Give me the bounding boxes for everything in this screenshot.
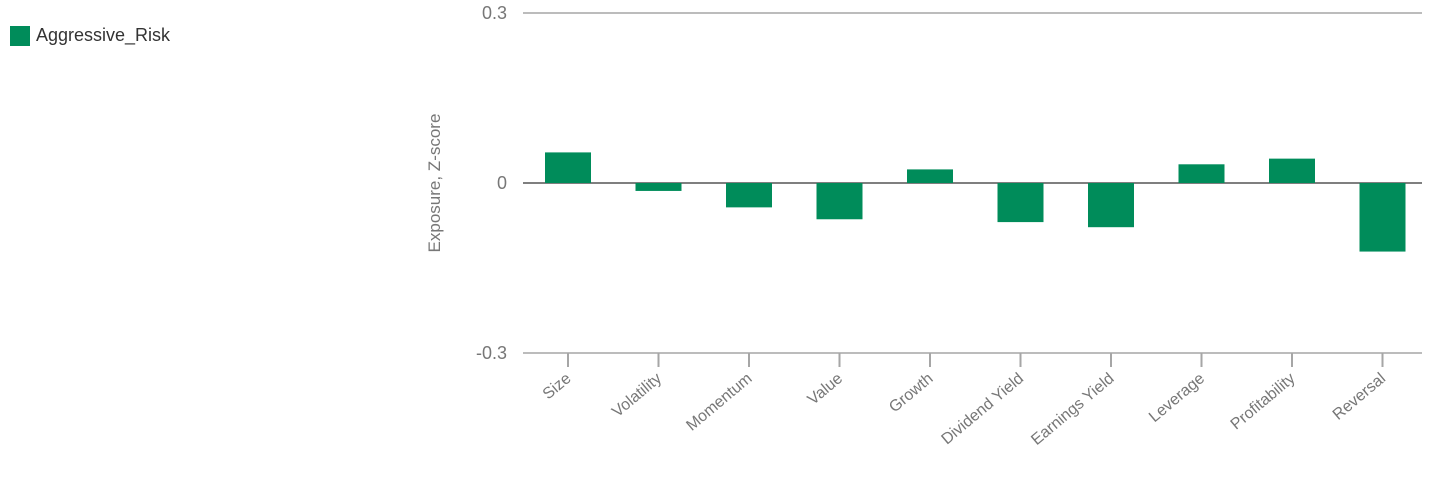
bar	[726, 183, 772, 208]
bar	[1088, 183, 1134, 228]
x-category-label: Value	[805, 370, 846, 409]
bar	[816, 183, 863, 220]
x-category-label: Profitability	[1228, 370, 1299, 433]
bar	[1269, 158, 1315, 183]
legend-swatch	[10, 25, 30, 46]
bar	[907, 169, 953, 183]
x-category-label: Momentum	[683, 370, 755, 434]
y-tick-label: 0	[497, 173, 507, 193]
y-tick-label: 0.3	[482, 3, 507, 23]
bar	[545, 152, 591, 183]
x-category-label: Volatility	[609, 370, 665, 421]
bar	[1359, 183, 1406, 252]
bar	[997, 183, 1044, 223]
x-category-label: Growth	[886, 370, 936, 416]
x-category-label: Size	[540, 370, 575, 403]
x-category-label: Leverage	[1146, 370, 1208, 426]
legend-label: Aggressive_Risk	[36, 25, 171, 45]
x-category-label: Dividend Yield	[938, 370, 1027, 448]
y-tick-label: -0.3	[476, 343, 507, 363]
x-category-label: Reversal	[1330, 370, 1389, 424]
legend: Aggressive_Risk	[10, 25, 170, 46]
bar	[635, 183, 682, 191]
y-axis-title: Exposure, Z-score	[425, 114, 444, 253]
x-category-label: Earnings Yield	[1028, 370, 1117, 449]
bar	[1178, 164, 1225, 183]
